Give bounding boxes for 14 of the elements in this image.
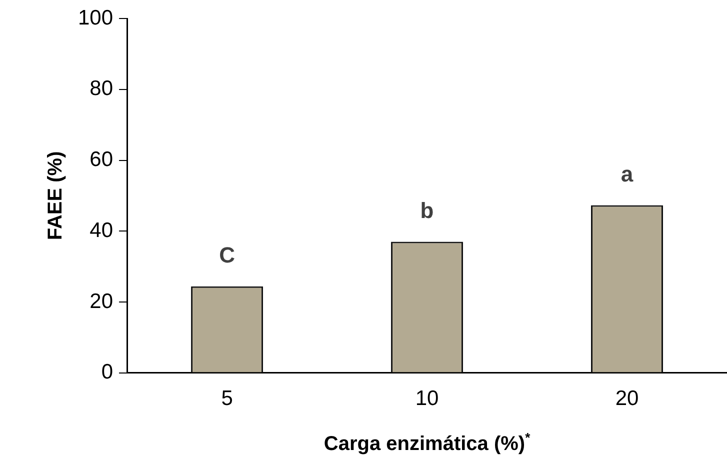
y-tick-label: 60 [90,148,114,172]
y-tick-label: 20 [90,290,114,313]
x-tick-label: 10 [415,387,439,410]
annotation: C [219,242,236,268]
annotation: a [620,161,634,186]
y-tick-label: 40 [90,218,114,242]
y-tick-label: 100 [78,6,114,30]
y-tick-label: 0 [101,360,114,384]
y-axis-title: FAEE (%) [44,151,67,240]
x-axis-title: Carga enzimática (%)* [324,430,532,455]
x-tick-label: 5 [221,387,233,410]
x-tick-label: 20 [615,387,639,410]
y-tick-label: 80 [90,77,114,100]
annotation: b [420,198,434,223]
